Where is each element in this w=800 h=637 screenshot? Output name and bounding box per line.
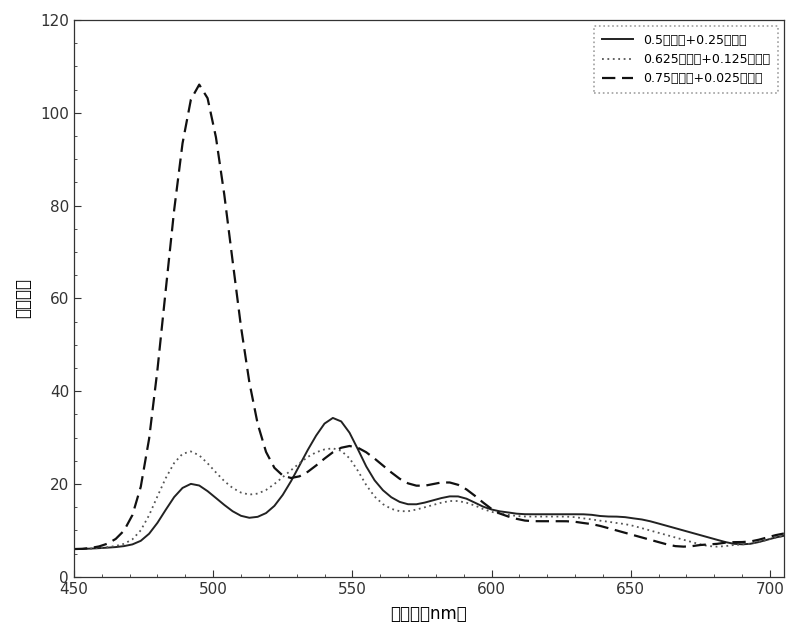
Legend: 0.5量子点+0.25罗丹明, 0.625量子点+0.125罗丹明, 0.75量子点+0.025罗丹明: 0.5量子点+0.25罗丹明, 0.625量子点+0.125罗丹明, 0.75量… [594, 26, 778, 92]
0.625量子点+0.125罗丹明 [779, 532, 789, 540]
0.5量子点+0.25罗丹明 [779, 532, 789, 540]
0.75量子点+0.025罗丹明 [144, 435, 154, 443]
0.75量子点+0.025罗丹明 [620, 529, 630, 536]
0.5量子点+0.25罗丹明 [420, 499, 430, 506]
0.625量子点+0.125罗丹明 [620, 520, 630, 528]
0.5量子点+0.25罗丹明 [69, 545, 78, 553]
0.625量子点+0.125罗丹明 [69, 545, 78, 553]
0.75量子点+0.025罗丹明 [779, 530, 789, 538]
0.5量子点+0.25罗丹明 [679, 527, 689, 534]
Y-axis label: 荆光强度: 荆光强度 [14, 278, 32, 318]
0.5量子点+0.25罗丹明 [328, 414, 338, 422]
0.625量子点+0.125罗丹明 [420, 503, 430, 511]
0.75量子点+0.025罗丹明 [194, 81, 204, 89]
0.5量子点+0.25罗丹明 [102, 544, 112, 552]
0.625量子点+0.125罗丹明 [86, 545, 95, 552]
0.75量子点+0.025罗丹明 [69, 545, 78, 553]
0.625量子点+0.125罗丹明 [144, 512, 154, 519]
0.75量子点+0.025罗丹明 [102, 540, 112, 548]
0.625量子点+0.125罗丹明 [679, 536, 689, 543]
0.5量子点+0.25罗丹明 [86, 545, 95, 552]
0.75量子点+0.025罗丹明 [679, 543, 689, 550]
Line: 0.5量子点+0.25罗丹明: 0.5量子点+0.25罗丹明 [74, 418, 784, 549]
0.625量子点+0.125罗丹明 [328, 445, 338, 452]
0.625量子点+0.125罗丹明 [102, 543, 112, 551]
0.5量子点+0.25罗丹明 [620, 513, 630, 521]
0.5量子点+0.25罗丹明 [144, 530, 154, 538]
0.75量子点+0.025罗丹明 [86, 544, 95, 552]
X-axis label: 波　长（nm）: 波 长（nm） [390, 605, 467, 623]
0.75量子点+0.025罗丹明 [420, 482, 430, 489]
Line: 0.75量子点+0.025罗丹明: 0.75量子点+0.025罗丹明 [74, 85, 784, 549]
Line: 0.625量子点+0.125罗丹明: 0.625量子点+0.125罗丹明 [74, 448, 784, 549]
